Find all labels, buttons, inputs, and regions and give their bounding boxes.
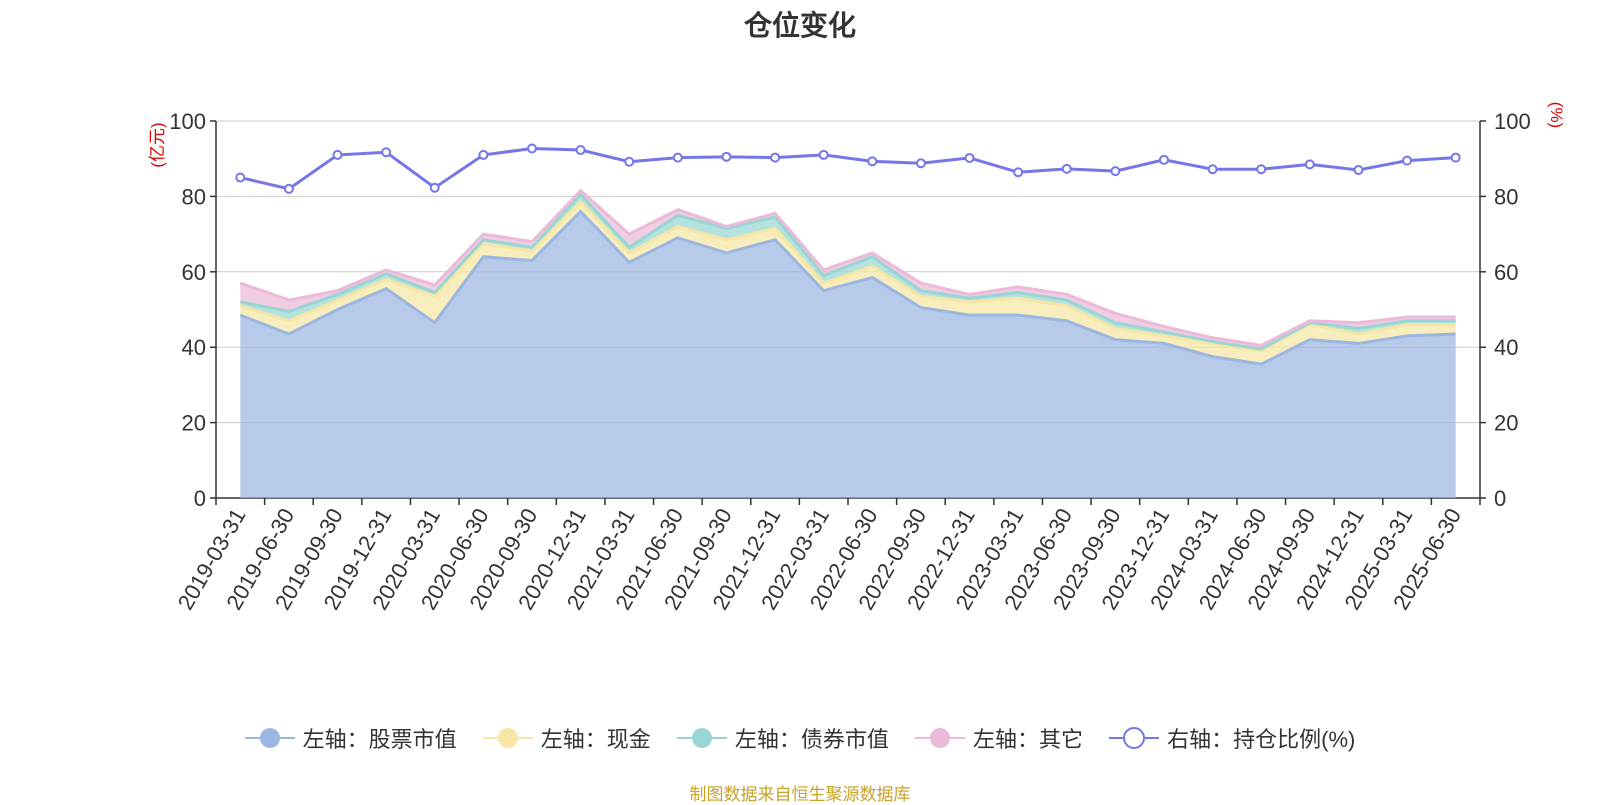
ratio-point xyxy=(1353,165,1364,176)
legend-marker-ratio xyxy=(1109,727,1160,749)
legend-item-cash[interactable]: 左轴：现金 xyxy=(482,722,651,754)
ratio-point xyxy=(672,152,683,163)
ratio-point xyxy=(575,145,586,156)
right-axis-tick-label: 80 xyxy=(1494,184,1518,209)
left-axis-tick-label: 80 xyxy=(182,184,206,209)
left-axis-tick-label: 60 xyxy=(182,260,206,285)
ratio-point xyxy=(1402,155,1413,166)
ratio-point xyxy=(624,156,635,167)
legend-label-cash: 左轴：现金 xyxy=(540,727,651,752)
ratio-line xyxy=(239,147,1456,191)
left-axis-unit: (亿元) xyxy=(148,122,167,167)
right-axis-tick-label: 20 xyxy=(1494,411,1518,436)
area-series-line xyxy=(239,188,1456,347)
ratio-point xyxy=(1159,154,1169,165)
area-series-line xyxy=(239,199,1456,353)
ratio-point xyxy=(721,151,732,162)
ratio-point xyxy=(527,143,537,154)
ratio-point xyxy=(1256,164,1267,175)
ratio-point xyxy=(332,149,343,160)
legend-item-ratio[interactable]: 右轴：持仓比例(%) xyxy=(1109,722,1355,754)
data-source-note: 制图数据来自恒生聚源数据库 xyxy=(689,785,911,804)
ratio-point xyxy=(478,149,489,160)
ratio-point xyxy=(1061,163,1072,174)
chart-title: 仓位变化 xyxy=(743,10,856,41)
ratio-point xyxy=(381,147,392,158)
legend-item-bond[interactable]: 左轴：债券市值 xyxy=(676,722,889,754)
ratio-point xyxy=(1304,159,1315,170)
legend-label-stock: 左轴：股票市值 xyxy=(302,727,457,752)
area-series-line xyxy=(240,192,1456,351)
legend-label-bond: 左轴：债券市值 xyxy=(734,727,889,752)
legend-item-other[interactable]: 左轴：其它 xyxy=(915,722,1083,754)
legend-marker-stock xyxy=(244,728,295,748)
legend-marker-other xyxy=(915,728,966,748)
right-axis-tick-label: 40 xyxy=(1494,335,1518,360)
ratio-point xyxy=(1207,164,1218,175)
right-axis-unit: (%) xyxy=(1547,102,1566,128)
ratio-point xyxy=(283,183,294,194)
chart-legend: 左轴：股票市值 左轴：现金 左轴：债券市值 左轴：其它 右轴：持仓比例(%) xyxy=(0,722,1600,756)
left-axis-tick-label: 0 xyxy=(194,486,206,511)
legend-item-stock[interactable]: 左轴：股票市值 xyxy=(244,722,457,754)
legend-marker-bond xyxy=(676,728,727,748)
ratio-point xyxy=(1110,166,1121,177)
area-band xyxy=(240,194,1456,351)
right-axis-tick-label: 0 xyxy=(1494,486,1506,511)
left-axis-tick-label: 40 xyxy=(182,335,206,360)
right-axis-tick-label: 100 xyxy=(1494,109,1531,134)
left-axis-tick-label: 20 xyxy=(182,411,206,436)
legend-label-ratio: 右轴：持仓比例(%) xyxy=(1167,727,1356,752)
area-series-line xyxy=(239,209,1456,366)
ratio-point xyxy=(1450,152,1461,163)
legend-label-other: 左轴：其它 xyxy=(973,727,1084,752)
right-axis-tick-label: 60 xyxy=(1494,260,1518,285)
ratio-point xyxy=(770,152,781,163)
legend-marker-cash xyxy=(482,728,533,748)
area-band xyxy=(240,211,1456,499)
ratio-point xyxy=(429,182,440,193)
ratio-point xyxy=(235,172,246,183)
ratio-point xyxy=(1013,167,1024,178)
ratio-point xyxy=(964,152,975,163)
ratio-point xyxy=(867,156,878,167)
left-axis-tick-label: 100 xyxy=(169,109,206,134)
ratio-point xyxy=(818,149,829,160)
ratio-point xyxy=(915,158,926,169)
